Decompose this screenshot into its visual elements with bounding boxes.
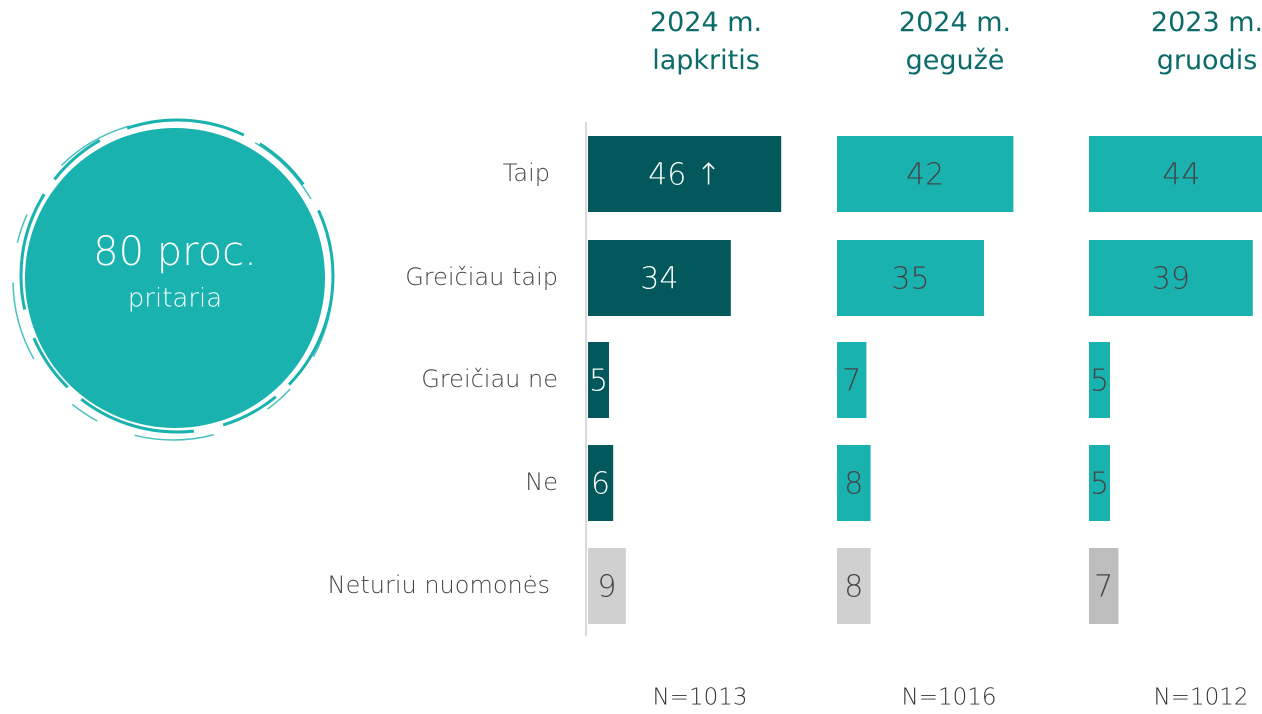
value-label: 6 bbox=[591, 467, 610, 502]
highlight-value: 80 proc. bbox=[93, 229, 257, 275]
chart: 80 proc. pritaria Taip Greičiau taip Greič… bbox=[0, 0, 1262, 714]
value-label: 5 bbox=[1090, 364, 1109, 399]
sample-size: N=1012 bbox=[1153, 685, 1248, 711]
value-label: 5 bbox=[589, 364, 608, 399]
value-label: 35 bbox=[891, 262, 929, 297]
panel-title: 2024 m. lapkritis bbox=[596, 4, 816, 80]
highlight-circle: 80 proc. pritaria bbox=[13, 120, 333, 440]
value-label: 34 bbox=[640, 262, 678, 297]
category-label: Neturiu nuomonės bbox=[328, 571, 550, 599]
sample-size: N=1013 bbox=[652, 685, 747, 711]
value-label: 8 bbox=[844, 467, 863, 502]
panel-title: 2023 m. gruodis bbox=[1097, 4, 1262, 80]
sample-size: N=1016 bbox=[901, 685, 996, 711]
value-label: 44 bbox=[1162, 158, 1200, 193]
category-label: Greičiau ne bbox=[421, 365, 558, 393]
value-label: 46 ↑ bbox=[648, 158, 721, 193]
panel-title: 2024 m. gegužė bbox=[845, 4, 1065, 80]
value-label: 8 bbox=[844, 570, 863, 605]
value-label: 5 bbox=[1090, 467, 1109, 502]
value-label: 9 bbox=[597, 570, 616, 605]
category-label: Ne bbox=[525, 468, 558, 496]
value-label: 42 bbox=[906, 158, 944, 193]
highlight-label: pritaria bbox=[128, 284, 222, 314]
value-label: 7 bbox=[1094, 570, 1113, 605]
circle bbox=[25, 128, 325, 428]
category-label: Taip bbox=[503, 159, 550, 187]
page: 80 proc. pritaria Taip Greičiau taip Greič… bbox=[0, 0, 1262, 714]
value-label: 39 bbox=[1152, 262, 1190, 297]
value-label: 7 bbox=[842, 364, 861, 399]
category-label: Greičiau taip bbox=[405, 263, 558, 291]
